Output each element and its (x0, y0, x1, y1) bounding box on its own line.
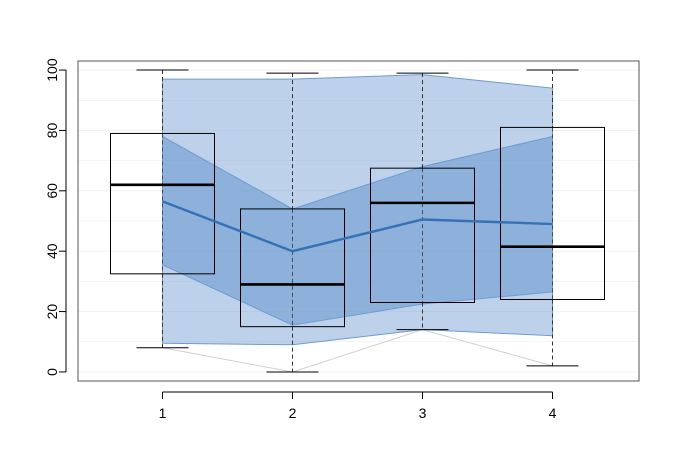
bands (162, 74, 553, 346)
box-4-rect (500, 126, 605, 300)
x-tick-label-2: 2 (289, 405, 297, 421)
y-tick-label-80: 80 (44, 122, 60, 138)
y-tick-label-100: 100 (44, 58, 60, 82)
x-tick-label-4: 4 (549, 405, 557, 421)
x-tick-label-3: 3 (419, 405, 427, 421)
mean-line (162, 200, 553, 253)
box-2-rect (240, 208, 345, 328)
box-4 (500, 69, 605, 367)
axes: 0 20 40 60 80 100 1 2 3 4 (44, 58, 557, 421)
y-tick-label-0: 0 (44, 368, 60, 376)
plot-frame (77, 60, 640, 382)
box-1-rect (110, 132, 215, 275)
x-tick-label-1: 1 (159, 405, 167, 421)
y-tick-label-60: 60 (44, 183, 60, 199)
boxes (110, 69, 605, 373)
box-2 (240, 72, 345, 373)
box-1 (110, 69, 215, 349)
y-tick-label-40: 40 (44, 243, 60, 259)
box-3-rect (370, 167, 475, 304)
min-trend-line (162, 329, 553, 373)
y-tick-label-20: 20 (44, 304, 60, 320)
mean-line-group (162, 200, 553, 253)
box-3 (370, 72, 475, 331)
